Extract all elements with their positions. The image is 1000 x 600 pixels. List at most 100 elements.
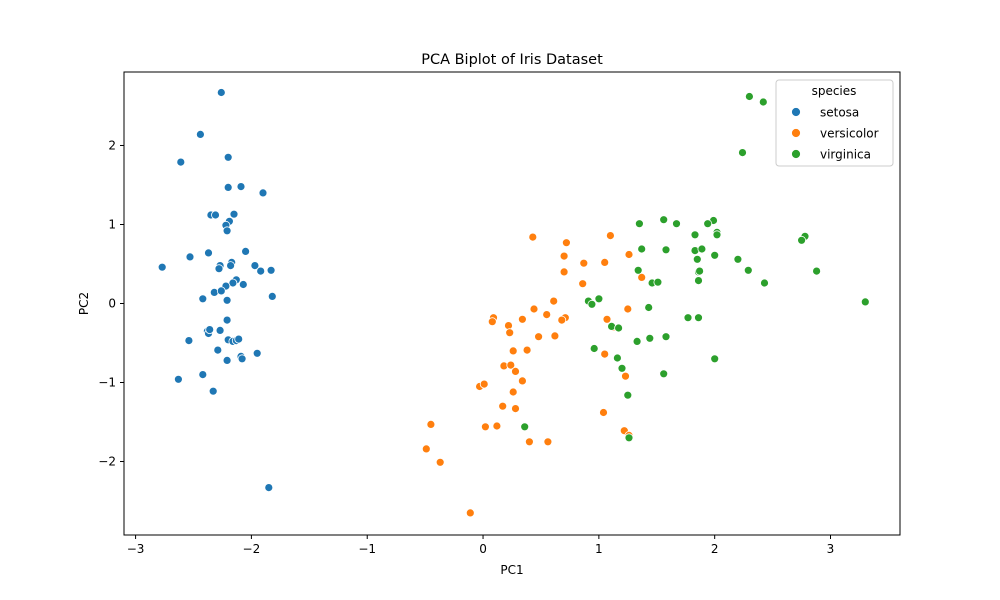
point-versicolor [543,437,553,447]
point-setosa [198,294,208,304]
point-setosa [237,354,247,364]
point-versicolor [602,314,612,324]
point-virginica [613,353,622,363]
point-setosa [223,182,233,192]
point-setosa [205,325,215,335]
point-setosa [176,157,186,167]
point-versicolor [487,317,497,327]
point-versicolor [511,366,520,376]
point-setosa [234,334,244,344]
point-versicolor [579,258,589,268]
point-versicolor [529,304,539,314]
point-virginica [632,336,642,346]
point-virginica [661,332,671,342]
point-versicolor [621,371,630,381]
point-setosa [222,295,232,305]
legend-items: setosa versicolor virginica [791,106,879,162]
point-setosa [250,261,260,271]
point-versicolor [511,404,520,414]
point-virginica [860,297,870,307]
point-versicolor [465,508,475,518]
point-virginica [653,277,663,287]
point-virginica [683,313,693,323]
point-versicolor [559,267,569,277]
point-virginica [758,97,768,107]
point-versicolor [542,310,552,320]
point-versicolor [534,332,543,342]
point-versicolor [518,314,527,324]
point-virginica [694,276,703,286]
point-virginica [659,369,669,379]
point-setosa [258,188,268,198]
point-setosa [204,248,213,258]
point-virginica [743,265,753,275]
point-virginica [624,433,634,443]
y-tick-label: −2 [98,455,116,469]
y-axis: −2 −1 0 1 2 [98,138,124,469]
point-virginica [697,244,707,254]
point-setosa [198,370,208,380]
point-virginica [733,254,743,264]
point-versicolor [624,250,634,259]
legend-title: species [812,84,857,98]
point-virginica [745,92,754,101]
point-setosa [252,348,262,358]
point-versicolor [623,304,633,314]
point-virginica [690,230,700,240]
point-virginica [520,422,530,432]
legend-label-versicolor: versicolor [820,127,879,141]
x-axis-label: PC1 [500,563,523,577]
y-tick-label: 1 [108,217,116,231]
point-virginica [644,303,654,312]
point-setosa [229,209,239,219]
point-setosa [214,264,224,274]
point-setosa [185,252,195,262]
point-versicolor [435,457,445,467]
point-versicolor [606,231,615,241]
point-versicolor [549,296,559,306]
legend: species setosa versicolor virginica [775,79,894,167]
point-virginica [692,254,702,264]
point-versicolor [559,251,569,261]
point-versicolor [522,345,532,355]
point-setosa [222,315,232,325]
point-virginica [587,299,597,309]
points-layer [157,88,870,518]
point-setosa [223,152,233,162]
y-tick-label: 2 [108,138,116,152]
point-virginica [703,219,713,229]
point-virginica [635,219,644,229]
y-axis-label: PC2 [77,292,91,315]
point-virginica [659,215,669,225]
point-versicolor [578,279,588,289]
point-versicolor [550,331,560,341]
point-virginica [712,230,722,240]
point-virginica [760,278,769,288]
point-virginica [738,148,747,158]
point-versicolor [492,421,502,431]
point-versicolor [479,379,489,389]
legend-marker-virginica [791,149,801,159]
x-tick-label: −3 [127,542,145,556]
point-setosa [222,226,232,236]
legend-label-setosa: setosa [820,106,859,120]
point-versicolor [498,401,508,411]
point-setosa [226,261,236,271]
point-versicolor [525,437,534,447]
point-setosa [241,246,251,256]
point-setosa [238,280,248,289]
legend-marker-setosa [791,107,801,117]
y-tick-label: 0 [108,297,116,311]
point-versicolor [505,328,515,338]
point-setosa [184,336,194,346]
point-setosa [195,129,205,139]
point-versicolor [506,360,516,370]
x-tick-label: 0 [479,542,487,556]
legend-box [775,79,894,167]
point-setosa [208,386,218,396]
point-setosa [266,265,276,275]
point-versicolor [600,349,610,359]
point-setosa [267,291,277,301]
point-setosa [211,210,220,220]
point-virginica [695,266,704,276]
